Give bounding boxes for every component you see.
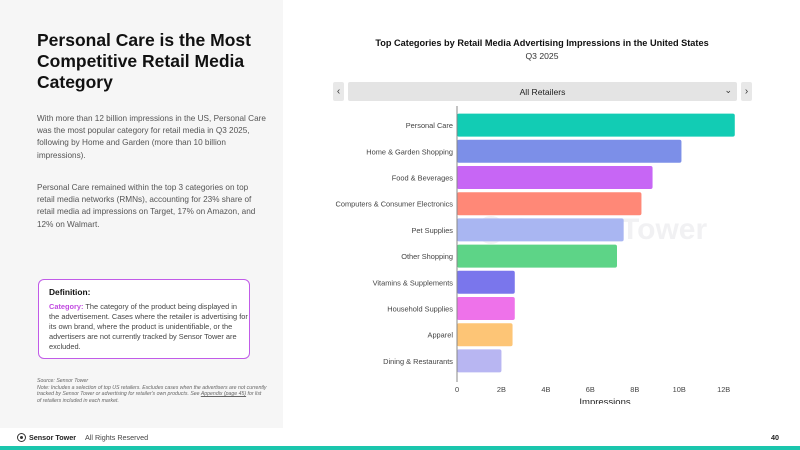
x-axis-label: Impressions (579, 397, 630, 404)
retailer-dropdown-value: All Retailers (519, 87, 566, 97)
appendix-link[interactable]: Appendix (page 45) (200, 391, 247, 398)
bar (457, 139, 682, 163)
definition-title: Definition: (49, 287, 91, 297)
source-note: Source: Sensor Tower (37, 378, 89, 384)
footer-brand: Sensor Tower (29, 433, 76, 442)
category-label: Other Shopping (401, 252, 453, 261)
chevron-left-icon: ‹ (336, 86, 341, 97)
sensor-tower-logo-icon (17, 433, 26, 442)
category-label: Food & Beverages (392, 174, 454, 183)
x-tick-label: 0 (455, 385, 459, 394)
definition-body: Category: The category of the product be… (49, 302, 249, 352)
category-label: Computers & Consumer Electronics (336, 200, 454, 209)
page-title: Personal Care is the Most Competitive Re… (37, 30, 251, 92)
category-label: Vitamins & Supplements (373, 278, 454, 287)
category-label: Personal Care (406, 121, 453, 130)
bar (457, 113, 735, 137)
bar (457, 192, 642, 216)
bar-chart: Personal Care Home & Garden Shopping Food … (336, 106, 735, 404)
summary-paragraph-1: With more than 12 billion impressions in… (37, 114, 266, 160)
definition-box: Definition: Category: The category of th… (38, 279, 250, 359)
bar (457, 218, 624, 242)
x-tick-label: 10B (673, 385, 686, 394)
chevron-down-icon: ⌄ (724, 85, 732, 95)
bar (457, 166, 653, 189)
summary-paragraph-2: Personal Care remained within the top 3 … (37, 183, 256, 229)
bottom-accent-bar (0, 446, 800, 450)
category-label: Dining & Restaurants (383, 357, 453, 366)
chart-subtitle: Q3 2025 (525, 51, 559, 61)
bar (457, 349, 502, 373)
x-tick-label: 12B (717, 385, 730, 394)
bar (457, 323, 513, 347)
bar (457, 244, 617, 268)
bar (457, 270, 515, 294)
category-label: Household Supplies (387, 305, 453, 314)
next-button[interactable]: › (741, 82, 752, 101)
chart-title: Top Categories by Retail Media Advertisi… (375, 38, 709, 48)
x-tick-label: 2B (497, 385, 506, 394)
footnote: Note: Includes a selection of top US ret… (37, 385, 267, 404)
definition-term: Category: (49, 302, 84, 311)
x-tick-label: 8B (630, 385, 639, 394)
bar (457, 297, 515, 320)
footer-logo: Sensor Tower All Rights Reserved (17, 433, 148, 442)
definition-text: The category of the product being displa… (49, 302, 248, 351)
x-tick-label: 6B (586, 385, 595, 394)
chevron-right-icon: › (744, 86, 749, 97)
x-tick-label: 4B (541, 385, 550, 394)
footnote-text: Note: Includes a selection of top US ret… (37, 385, 267, 398)
footer-rights: All Rights Reserved (85, 433, 149, 442)
prev-button[interactable]: ‹ (333, 82, 344, 101)
retailer-dropdown[interactable]: All Retailers ⌄ (348, 82, 737, 101)
category-label: Apparel (428, 331, 454, 340)
category-label: Pet Supplies (412, 226, 454, 235)
footnote-text-end: for list of retailers included in each m… (37, 391, 262, 404)
page-number: 40 (771, 433, 779, 442)
category-label: Home & Garden Shopping (366, 147, 453, 156)
